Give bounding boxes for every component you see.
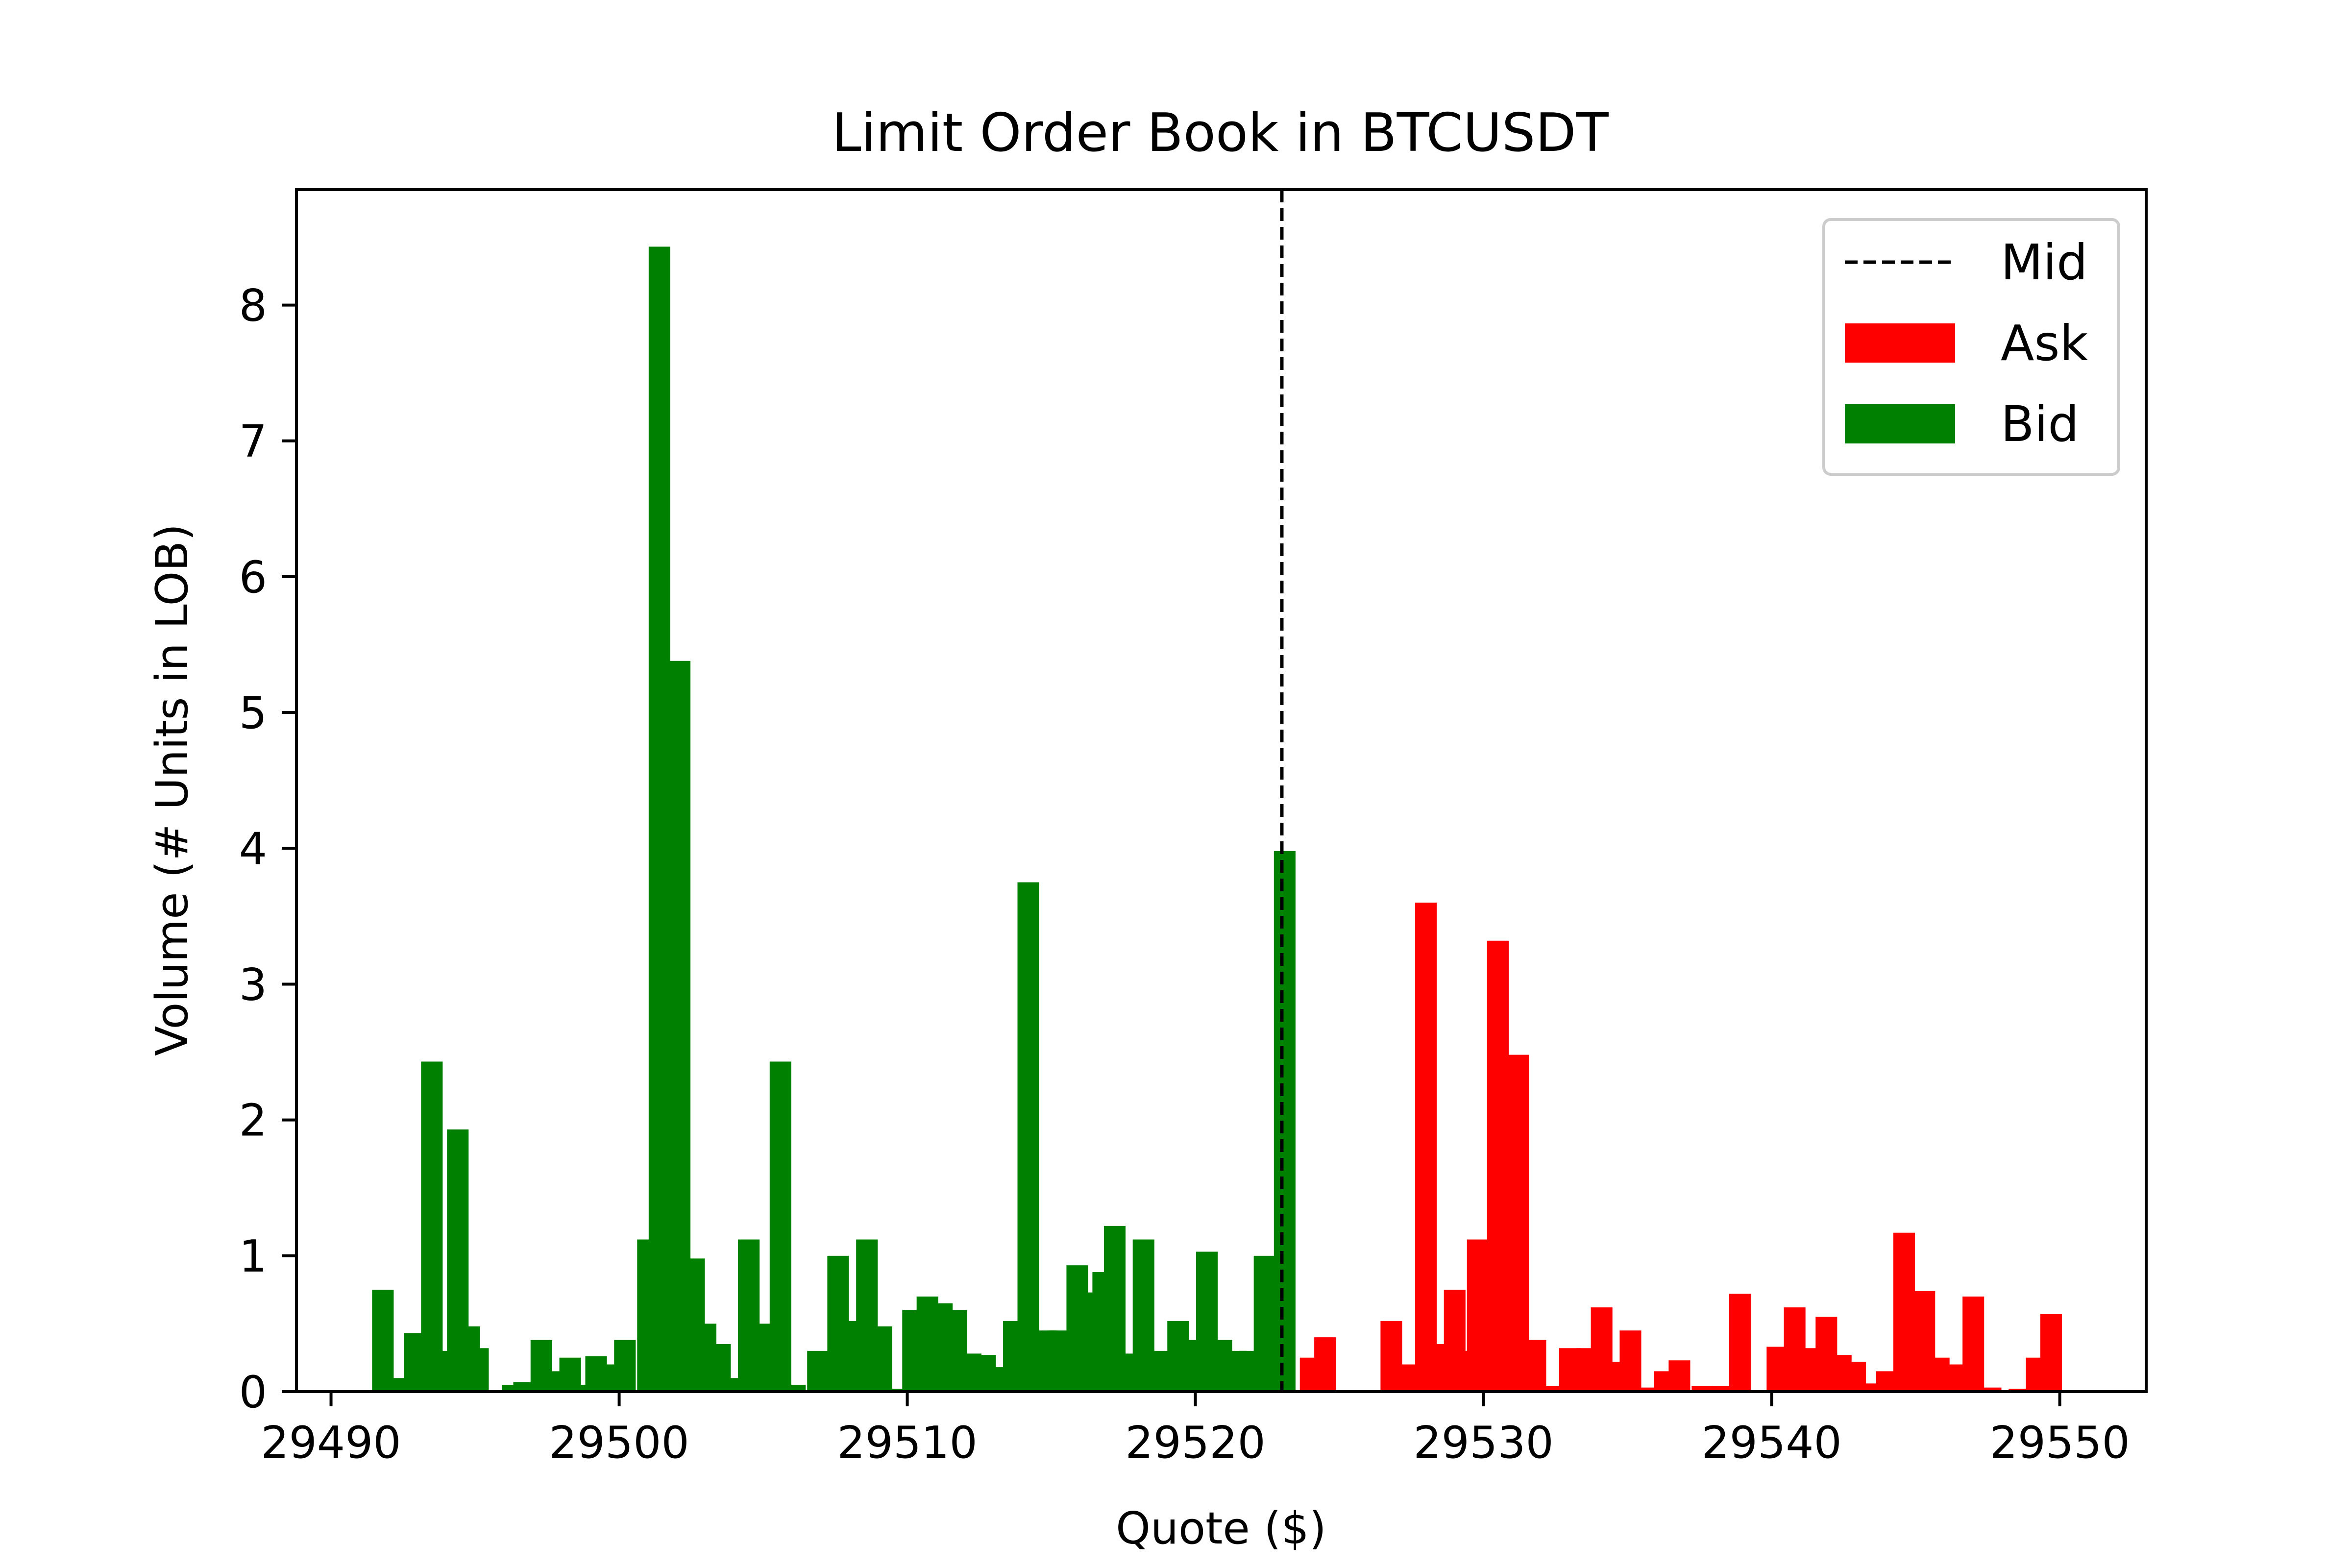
plot-frame: [295, 188, 2148, 1393]
ask-bar-10: [1507, 1054, 1529, 1392]
legend-mid-label: Mid: [2001, 234, 2088, 291]
legend-bid-swatch: [1845, 404, 1955, 443]
y-tick-label-4: 4: [239, 823, 267, 875]
y-tick-label-8: 8: [239, 280, 267, 332]
bid-bar-60: [1274, 851, 1296, 1392]
bid-bar-7: [467, 1348, 489, 1392]
y-axis-label: Volume (# Units in LOB): [147, 524, 198, 1056]
ask-bar-21: [1691, 1386, 1714, 1392]
x-tick-label-29540: 29540: [1701, 1417, 1841, 1469]
bid-bar-16: [614, 1340, 636, 1392]
bid-bar-18: [648, 246, 670, 1392]
ask-bar-11: [1524, 1340, 1546, 1392]
bid-bar-28: [807, 1350, 829, 1392]
y-tick-label-5: 5: [239, 687, 267, 739]
ask-bar-9: [1487, 940, 1509, 1392]
legend-ask-swatch: [1845, 323, 1955, 363]
bid-bar-27: [784, 1385, 806, 1392]
legend: Mid Ask Bid: [1822, 218, 2120, 476]
ask-bar-32: [1893, 1232, 1915, 1392]
y-tick-label-7: 7: [239, 416, 267, 467]
ask-bar-8: [1467, 1239, 1489, 1392]
bid-bar-26: [769, 1061, 791, 1392]
ask-bar-17: [1619, 1330, 1642, 1392]
y-tick-label-3: 3: [239, 959, 267, 1010]
ask-bar-1: [1314, 1337, 1336, 1392]
bid-bar-32: [870, 1326, 892, 1392]
bid-bar-42: [1017, 882, 1039, 1392]
bid-bar-9: [513, 1382, 535, 1392]
x-tick-label-29490: 29490: [261, 1417, 401, 1469]
ask-bar-3: [1395, 1364, 1417, 1392]
x-tick-label-29550: 29550: [1989, 1417, 2130, 1469]
x-tick-label-29530: 29530: [1413, 1417, 1553, 1469]
series-ask-bars: [1299, 903, 2062, 1392]
ask-bar-20: [1668, 1360, 1690, 1392]
x-tick-label-29510: 29510: [837, 1417, 977, 1469]
y-tick-label-6: 6: [239, 552, 267, 603]
bid-bar-3: [421, 1061, 443, 1392]
y-axis: 0 1 2 3 4 5 6 7 8: [239, 280, 296, 1418]
x-axis-label: Quote ($): [1116, 1503, 1326, 1554]
chart-title: Limit Order Book in BTCUSDT: [832, 102, 1609, 164]
y-tick-label-1: 1: [239, 1231, 267, 1282]
ask-bar-37: [1980, 1387, 2002, 1392]
y-tick-label-2: 2: [239, 1095, 267, 1147]
ask-bar-18: [1640, 1387, 1662, 1392]
series-bid-bars: [372, 246, 1296, 1392]
ask-bar-4: [1415, 903, 1437, 1392]
ask-bar-12: [1539, 1386, 1561, 1392]
x-tick-label-29500: 29500: [549, 1417, 689, 1469]
y-tick-label-0: 0: [239, 1367, 267, 1418]
plot-bars: [372, 246, 2062, 1392]
bid-bar-0: [372, 1290, 394, 1392]
x-tick-label-29520: 29520: [1125, 1417, 1265, 1469]
ask-bar-22: [1712, 1386, 1734, 1392]
ask-bar-36: [1962, 1296, 1984, 1392]
x-axis: 29490 29500 29510 29520 29530 29540 29550: [261, 1392, 2130, 1469]
bid-bar-50: [1132, 1239, 1154, 1392]
ask-bar-40: [2040, 1314, 2062, 1392]
legend-ask-label: Ask: [2001, 315, 2088, 372]
legend-bid-label: Bid: [2001, 395, 2079, 453]
ask-bar-23: [1729, 1294, 1751, 1392]
